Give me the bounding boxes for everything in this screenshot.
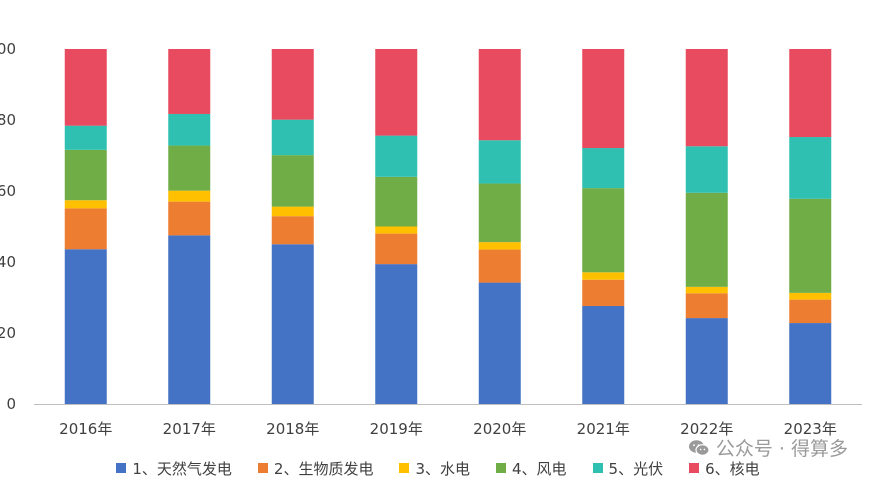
legend-label: 4、风电 (512, 459, 567, 478)
bar-segment (478, 183, 521, 243)
bar-segment (789, 299, 832, 324)
bars (64, 49, 832, 404)
bar-segment (478, 242, 521, 250)
y-tick-label: 20 (0, 324, 16, 342)
bar-segment (685, 318, 728, 404)
bar-segment (271, 49, 314, 120)
x-tick-label: 2016年 (59, 420, 112, 438)
bar-segment (789, 198, 832, 293)
bar-segment (168, 113, 211, 146)
bar-segment (375, 135, 418, 177)
bar-segment (478, 249, 521, 283)
bar-segment (685, 286, 728, 294)
legend-item: 3、水电 (399, 458, 470, 479)
bar-segment (375, 226, 418, 234)
bar-segment (64, 208, 107, 250)
bar-segment (375, 176, 418, 227)
legend-item: 5、光伏 (592, 458, 664, 479)
y-tick-label: 100 (0, 40, 16, 58)
legend-label: 2、生物质发电 (273, 459, 374, 478)
bar-segment (789, 49, 832, 138)
bar-segment (789, 137, 832, 199)
x-tick-label: 2022年 (680, 420, 733, 438)
bar-segment (582, 188, 625, 273)
x-axis: 2016年 2017年 2018年 2019年 2020年 2021年 2022年 2023年 (59, 420, 837, 438)
bar-segment (64, 125, 107, 150)
bar-segment (478, 140, 521, 184)
x-tick-label: 2021年 (577, 420, 630, 438)
bar-segment (685, 293, 728, 319)
y-tick-label: 80 (0, 111, 16, 129)
bar-segment (685, 192, 728, 287)
bar-segment (375, 264, 418, 404)
y-axis: 0 20 40 60 80 100 (0, 40, 16, 413)
bar-segment (582, 49, 625, 149)
bar-segment (478, 49, 521, 141)
bar-segment (478, 282, 521, 404)
legend-item: 6、核电 (689, 458, 760, 479)
bar-segment (582, 279, 625, 307)
legend-label: 3、水电 (415, 459, 470, 478)
watermark: 公众号 · 得算多 (688, 434, 848, 461)
legend-item: 2、生物质发电 (257, 458, 374, 479)
legend-swatch (496, 463, 506, 473)
wechat-icon (688, 439, 710, 456)
bar-segment (685, 146, 728, 193)
legend-item: 4、风电 (496, 458, 567, 479)
bar-segment (582, 306, 625, 404)
legend-label: 6、核电 (705, 459, 760, 478)
legend-swatch (257, 463, 268, 473)
legend-swatch (399, 463, 410, 473)
bar-segment (168, 190, 211, 202)
bar-segment (685, 49, 728, 147)
y-tick-label: 0 (6, 395, 16, 413)
legend-swatch (592, 463, 603, 473)
bar-segment (789, 323, 832, 404)
x-tick-label: 2018年 (266, 420, 319, 438)
bar-segment (168, 145, 211, 191)
bar-segment (271, 155, 314, 207)
bar-segment (271, 244, 314, 404)
bar-segment (582, 272, 625, 280)
bar-segment (64, 249, 107, 404)
legend-label: 5、光伏 (608, 459, 664, 478)
x-tick-label: 2020年 (473, 420, 526, 438)
legend: 1、天然气发电 2、生物质发电 3、水电 4、风电 5、光伏 6、核电 (0, 456, 876, 480)
bar-segment (375, 49, 418, 136)
bar-segment (375, 233, 418, 265)
x-tick-label: 2017年 (163, 420, 216, 438)
legend-swatch (116, 463, 127, 473)
y-tick-label: 40 (0, 253, 16, 271)
bar-segment (168, 49, 211, 114)
bar-segment (64, 200, 107, 209)
bar-segment (789, 292, 832, 300)
bar-segment (271, 216, 314, 245)
x-tick-label: 2023年 (784, 420, 837, 438)
legend-item: 1、天然气发电 (116, 458, 232, 479)
bar-segment (64, 149, 107, 201)
bar-segment (64, 49, 107, 126)
bar-segment (271, 206, 314, 217)
bar-segment (168, 201, 211, 236)
legend-label: 1、天然气发电 (132, 459, 232, 478)
bar-segment (582, 148, 625, 189)
watermark-text: 公众号 · 得算多 (715, 438, 848, 460)
x-tick-label: 2019年 (370, 420, 423, 438)
legend-swatch (689, 463, 700, 473)
bar-segment (168, 235, 211, 404)
bar-segment (271, 119, 314, 156)
y-tick-label: 60 (0, 182, 16, 200)
